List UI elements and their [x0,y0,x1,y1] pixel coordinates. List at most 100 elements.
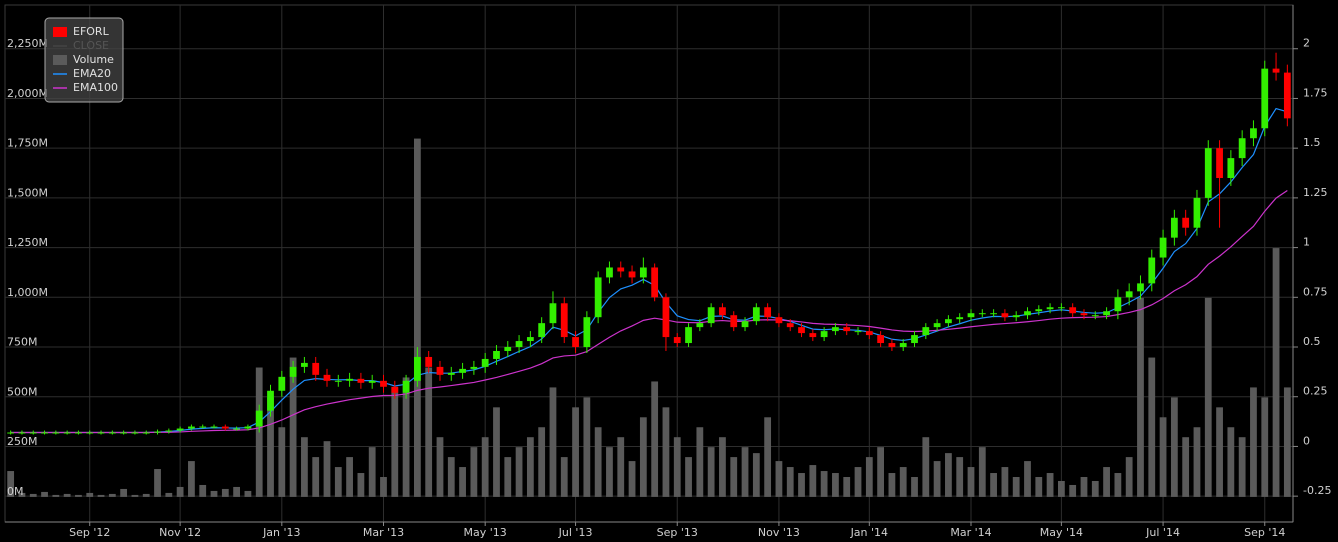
candle-layer [7,52,1291,435]
volume-bar [391,387,399,497]
volume-bar [267,397,274,497]
volume-bar [1272,248,1280,497]
volume-bar [752,453,760,497]
volume-bar [52,494,60,497]
line-layer [10,107,1288,434]
volume-bar [639,417,647,497]
candle-body [809,333,817,338]
candle-body [583,317,591,348]
candle-body [233,428,241,430]
volume-bar [278,427,286,497]
volume-bar [1261,397,1269,497]
legend-swatch [53,27,67,37]
volume-bar [832,473,839,497]
candle-body [413,356,421,381]
volume-bar [323,441,331,497]
candle-body [978,313,986,315]
y-tick-label: 1.75 [1303,86,1328,99]
candle-body [1012,315,1020,318]
candle-body [1238,138,1246,159]
volume-bar [199,484,207,497]
plot-frame [4,4,1294,523]
volume-bar [719,437,726,497]
volume-bar [1148,357,1156,497]
candle-body [1272,68,1280,73]
volume-bar [1204,297,1212,497]
candle-body [832,327,839,332]
volume-bar [402,377,410,497]
candle-body [1227,158,1235,178]
candle-body [221,426,229,429]
candle-body [75,432,82,434]
candle-body [572,337,579,348]
candle-body [154,431,161,433]
volume-bar [1012,477,1020,497]
volume-bar [29,493,37,497]
y-tick-label: 0.5 [1303,335,1321,348]
y2-tick-label: 1,500M [7,186,48,199]
candle-body [730,315,738,328]
candle-body [515,341,523,348]
axes: -0.25 0 0.25 0.5 0.75 1 1.25 1.5 1.75 2 0M 250M 500M… [5,5,1331,539]
volume-bar [1159,417,1167,497]
volume-bar [1193,427,1201,497]
volume-bar [956,457,964,497]
volume-bar [425,367,433,497]
legend-box [44,17,124,103]
y2-tick-label: 500M [7,385,38,398]
candle-body [639,267,647,278]
volume-bar [447,457,455,497]
volume-bar [786,467,794,497]
candle-body [594,277,602,318]
candle-body [865,331,873,336]
volume-bar [380,477,387,497]
volume-bar [1125,457,1133,497]
volume-bar [165,492,173,497]
candle-body [696,323,704,328]
volume-bar [436,437,444,497]
candle-body [380,380,387,387]
y2-tick-label: 750M [7,336,38,349]
candle-body [244,426,252,429]
volume-bar [301,437,308,497]
candle-body [459,368,466,373]
candle-body [854,331,862,333]
candle-body [470,366,478,369]
candle-body [29,432,37,434]
volume-bar [1170,397,1178,497]
candle-body [764,307,772,318]
candle-body [673,337,681,344]
candle-body [628,271,636,278]
candle-body [312,362,320,375]
y-tick-label: 0.75 [1303,285,1328,298]
volume-bar [730,457,738,497]
volume-bar [696,427,704,497]
y-tick-label: -0.25 [1303,484,1331,497]
volume-bar [707,447,715,497]
x-tick-label: May '14 [1040,526,1083,539]
candle-body [719,307,726,316]
volume-bar [583,397,591,497]
volume-bar [312,457,320,497]
volume-bar [843,477,851,497]
y2-tick-label: 2,000M [7,87,48,100]
candle-body [990,313,997,315]
volume-bar [481,437,489,497]
candle-body [86,432,94,434]
candle-body [52,432,60,434]
candle-body [933,323,941,328]
candle-body [199,426,207,428]
volume-bar [628,461,636,497]
y2-tick-label: 1,250M [7,236,48,249]
y2-tick-label: 0M [7,485,24,498]
volume-bar [764,417,772,497]
y-tick-label: 0 [1303,434,1310,447]
candle-body [752,307,760,322]
candle-body [1148,257,1156,284]
grid [5,5,1293,522]
volume-bar [1035,477,1043,497]
y-tick-label: 1.5 [1303,136,1321,149]
candle-body [526,337,534,342]
y-tick-label: 0.25 [1303,385,1328,398]
